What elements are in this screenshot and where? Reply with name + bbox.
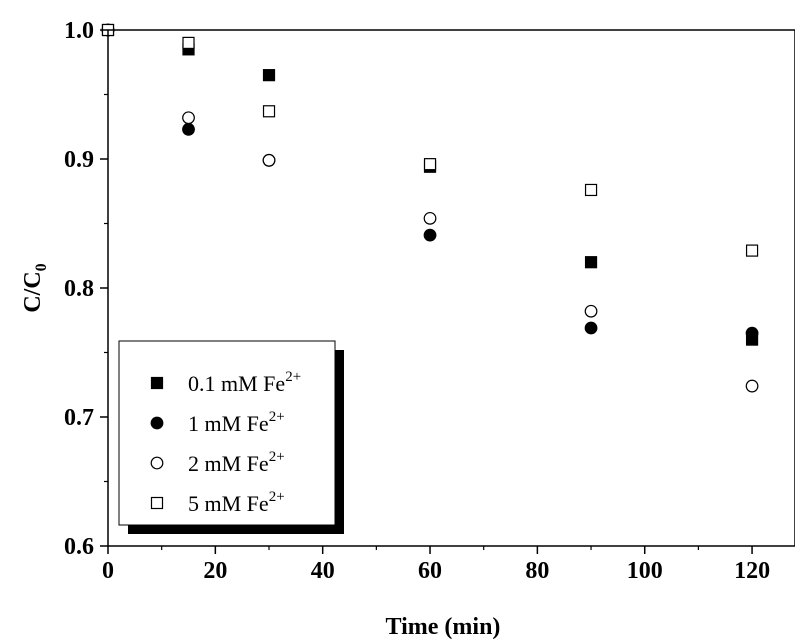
- series-3-markers: [101, 23, 759, 393]
- data-point: [182, 111, 195, 125]
- x-tick-label: 100: [627, 558, 663, 584]
- data-point: [584, 183, 598, 197]
- data-point: [584, 256, 598, 269]
- legend-label-superscript: 2+: [269, 409, 285, 425]
- y-tick-label: 0.9: [64, 147, 94, 173]
- legend-label-superscript: 2+: [285, 369, 301, 385]
- data-point: [423, 211, 437, 225]
- legend-label: 2 mM Fe2+: [188, 449, 285, 476]
- data-point: [182, 36, 195, 50]
- y-axis-title-main: C/C: [20, 271, 46, 312]
- y-tick-label: 0.8: [64, 276, 94, 302]
- x-tick-label: 40: [311, 558, 335, 584]
- data-point: [423, 228, 437, 242]
- y-tick-label: 0.7: [64, 405, 94, 431]
- axes: 0 20 40 60 80 100 120 0.6 0.7 0.8 0.9 1.0: [64, 18, 770, 584]
- x-tick-label: 120: [734, 558, 770, 584]
- x-tick-label: 60: [418, 558, 442, 584]
- legend-label-main: 5 mM Fe: [188, 491, 269, 516]
- data-point: [745, 326, 759, 340]
- x-tick-label: 80: [525, 558, 549, 584]
- legend-box: [118, 340, 336, 526]
- legend-marker: [150, 496, 164, 510]
- data-point: [262, 153, 276, 167]
- series-1-markers: [101, 23, 759, 346]
- legend-label-main: 1 mM Fe: [188, 411, 269, 436]
- legend-label-superscript: 2+: [269, 449, 285, 465]
- legend-label-main: 0.1 mM Fe: [188, 371, 285, 396]
- y-axis-title: C/C0: [20, 263, 50, 312]
- legend-label: 0.1 mM Fe2+: [188, 369, 301, 396]
- x-tick-label: 0: [102, 558, 114, 584]
- legend-label-superscript: 2+: [269, 489, 285, 505]
- data-point: [423, 158, 437, 171]
- data-point: [745, 244, 759, 257]
- x-axis-title: Time (min): [386, 614, 501, 639]
- data-point: [182, 122, 195, 136]
- data-point: [745, 379, 759, 393]
- legend-marker: [150, 376, 164, 390]
- data-point: [584, 321, 598, 335]
- data-point: [262, 105, 276, 118]
- legend-marker: [150, 416, 164, 430]
- data-point: [262, 69, 276, 82]
- y-tick-label: 1.0: [64, 18, 94, 44]
- data-markers: [101, 23, 759, 393]
- y-tick-label: 0.6: [64, 534, 94, 560]
- legend-label: 5 mM Fe2+: [188, 489, 285, 516]
- y-axis-title-subscript: 0: [33, 263, 50, 271]
- legend: 0.1 mM Fe2+1 mM Fe2+2 mM Fe2+5 mM Fe2+: [118, 340, 344, 534]
- legend-label: 1 mM Fe2+: [188, 409, 285, 436]
- legend-label-main: 2 mM Fe: [188, 451, 269, 476]
- legend-marker: [150, 456, 164, 470]
- data-point: [584, 304, 598, 318]
- series-2-markers: [101, 23, 759, 340]
- x-tick-label: 20: [203, 558, 227, 584]
